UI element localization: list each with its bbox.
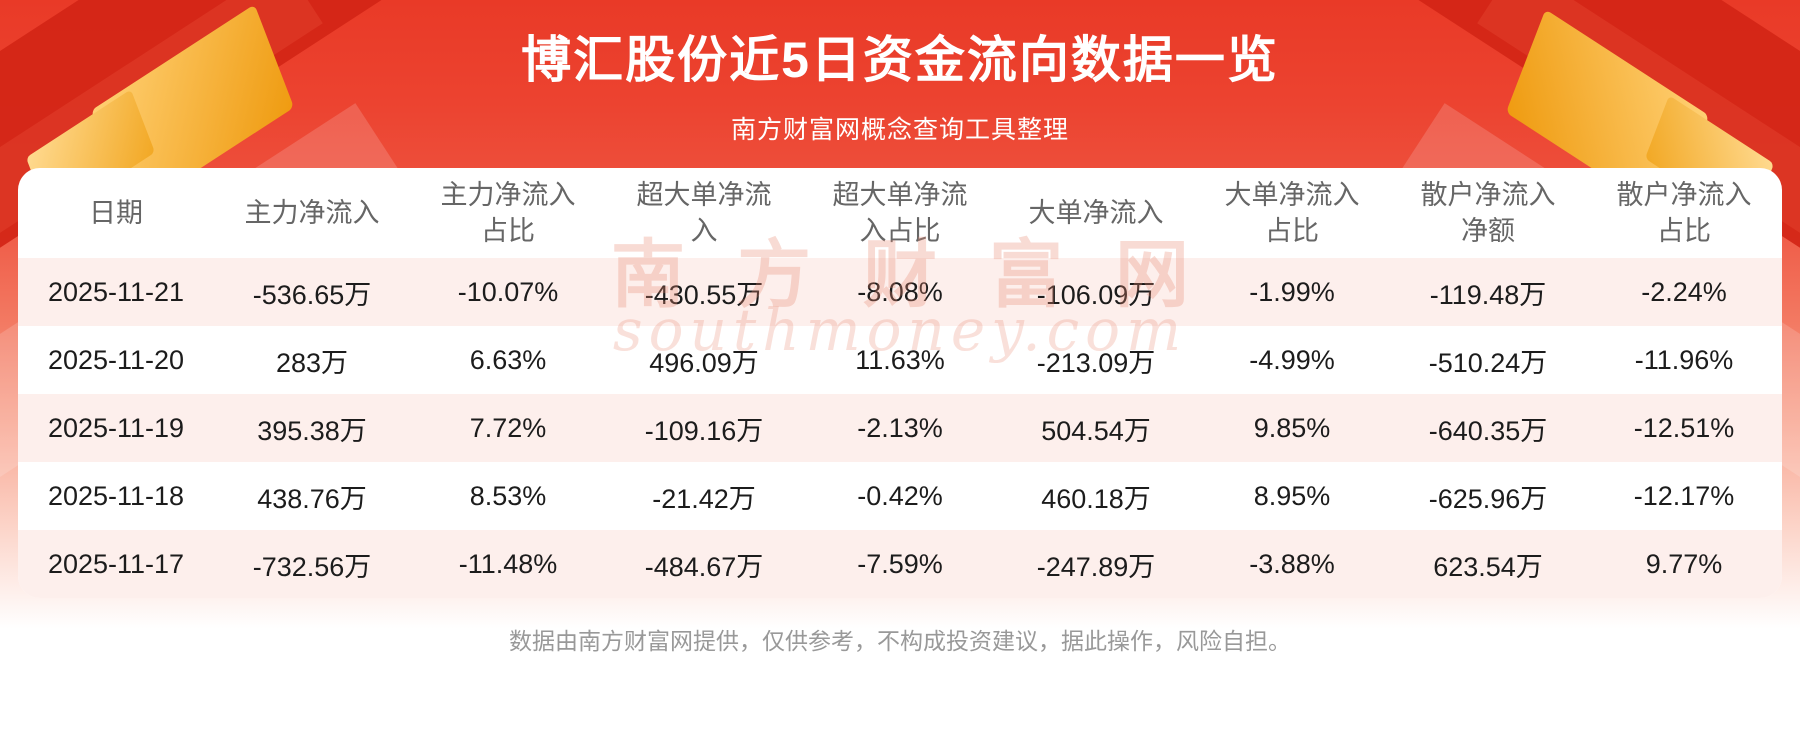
value-cell: 504.54万	[1041, 415, 1151, 446]
value-cell: 496.09万	[649, 347, 759, 378]
date-cell: 2025-11-20	[47, 344, 185, 375]
data-card: 日期 主力净流入 主力净流入占比 超大单净流入 超大单净流入占比 大单净流入 大单净流入占比…	[18, 168, 1782, 598]
value-cell: -119.48万	[1429, 279, 1547, 310]
value-cell: 438.76万	[257, 483, 367, 514]
value-cell: -0.42%	[857, 480, 943, 511]
table-header: 日期 主力净流入 主力净流入占比 超大单净流入 超大单净流入占比 大单净流入 大单净流入占比…	[18, 168, 1782, 258]
value-cell: -3.88%	[1249, 548, 1335, 579]
value-cell: -8.08%	[857, 276, 943, 307]
value-cell: -10.07%	[457, 276, 559, 307]
page-subtitle: 南方财富网概念查询工具整理	[730, 116, 1069, 144]
value-cell: -484.67万	[644, 551, 764, 582]
value-cell: 6.63%	[469, 344, 547, 375]
footer-disclaimer: 数据由南方财富网提供，仅供参考，不构成投资建议，据此操作，风险自担。	[509, 628, 1291, 654]
column-header: 主力净流入占比	[440, 179, 576, 246]
date-cell: 2025-11-21	[47, 276, 185, 307]
table-row: 2025-11-20 283万 6.63% 496.09万 11.63% -213.09万…	[18, 326, 1782, 394]
table-body: 2025-11-21 -536.65万 -10.07% -430.55万 -8.08% -…	[18, 258, 1782, 598]
column-header: 大单净流入占比	[1224, 179, 1360, 246]
table-row: 2025-11-18 438.76万 8.53% -21.42万 -0.42% 460.1…	[18, 462, 1782, 530]
column-header: 日期	[89, 197, 143, 228]
fund-flow-table: 日期 主力净流入 主力净流入占比 超大单净流入 超大单净流入占比 大单净流入 大单净流入占比…	[18, 168, 1782, 598]
value-cell: -11.48%	[458, 548, 558, 579]
value-cell: 283万	[275, 347, 349, 378]
column-header: 大单净流入	[1028, 197, 1164, 228]
header-row: 日期 主力净流入 主力净流入占比 超大单净流入 超大单净流入占比 大单净流入 大单净流入占比…	[18, 168, 1782, 258]
value-cell: 9.85%	[1253, 412, 1331, 443]
value-cell: -106.09万	[1036, 279, 1156, 310]
value-cell: -2.24%	[1641, 276, 1727, 307]
table-row: 2025-11-17 -732.56万 -11.48% -484.67万 -7.59% -…	[18, 530, 1782, 598]
page-title: 博汇股份近5日资金流向数据一览	[521, 32, 1279, 88]
value-cell: 9.77%	[1645, 548, 1723, 579]
value-cell: -510.24万	[1428, 347, 1548, 378]
value-cell: 7.72%	[469, 412, 547, 443]
column-header: 散户净流入占比	[1616, 179, 1752, 246]
value-cell: -732.56万	[252, 551, 372, 582]
value-cell: -430.55万	[644, 279, 764, 310]
table-row: 2025-11-19 395.38万 7.72% -109.16万 -2.13% 504.…	[18, 394, 1782, 462]
date-cell: 2025-11-19	[47, 412, 185, 443]
value-cell: -625.96万	[1428, 483, 1548, 514]
value-cell: -2.13%	[857, 412, 943, 443]
value-cell: -12.17%	[1633, 480, 1735, 511]
value-cell: -1.99%	[1249, 276, 1335, 307]
value-cell: -4.99%	[1249, 344, 1335, 375]
value-cell: 8.95%	[1253, 480, 1331, 511]
column-header: 超大单净流入占比	[832, 179, 968, 246]
value-cell: -12.51%	[1633, 412, 1735, 443]
value-cell: 11.63%	[855, 344, 945, 375]
value-cell: -640.35万	[1428, 415, 1548, 446]
value-cell: 460.18万	[1041, 483, 1151, 514]
value-cell: 395.38万	[257, 415, 367, 446]
value-cell: -7.59%	[857, 548, 943, 579]
value-cell: -21.42万	[652, 483, 756, 514]
column-header: 散户净流入净额	[1420, 179, 1556, 246]
value-cell: -109.16万	[644, 415, 764, 446]
value-cell: 623.54万	[1433, 551, 1543, 582]
value-cell: -536.65万	[252, 279, 372, 310]
value-cell: -11.96%	[1634, 344, 1734, 375]
value-cell: -247.89万	[1036, 551, 1156, 582]
date-cell: 2025-11-18	[47, 480, 185, 511]
value-cell: 8.53%	[469, 480, 547, 511]
date-cell: 2025-11-17	[47, 548, 185, 579]
column-header: 主力净流入	[244, 197, 380, 228]
table-row: 2025-11-21 -536.65万 -10.07% -430.55万 -8.08% -…	[18, 258, 1782, 326]
value-cell: -213.09万	[1036, 347, 1156, 378]
column-header: 超大单净流入	[636, 179, 772, 246]
